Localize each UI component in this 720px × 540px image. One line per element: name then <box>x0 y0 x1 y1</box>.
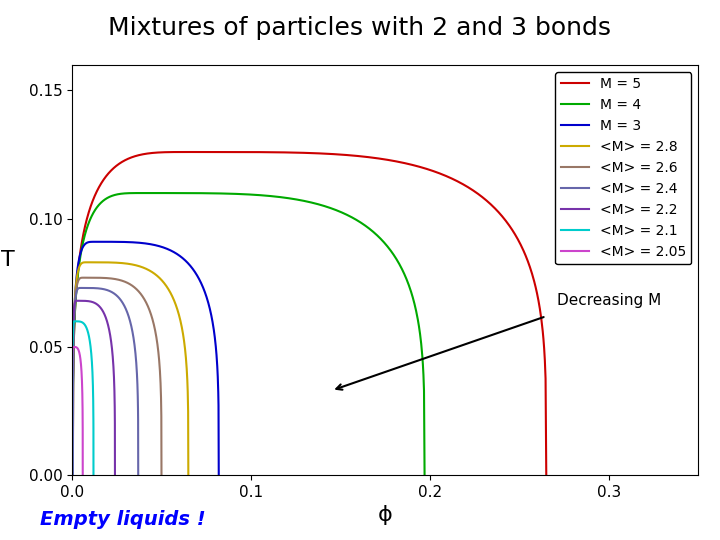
M = 4 <box>139 190 148 197</box>
<M> = 2.6 <box>71 298 79 305</box>
M = 4 <box>420 472 429 478</box>
Line: M = 4: M = 4 <box>73 193 425 475</box>
<M> = 2.6 <box>68 472 77 478</box>
M = 5 <box>93 187 102 194</box>
<M> = 2.6 <box>126 281 135 287</box>
<M> = 2.05 <box>68 472 76 478</box>
<M> = 2.1 <box>81 323 90 330</box>
Line: <M> = 2.8: <M> = 2.8 <box>73 262 189 475</box>
<M> = 2.6 <box>157 472 166 478</box>
<M> = 2.4 <box>70 307 78 314</box>
M = 3 <box>137 240 145 246</box>
<M> = 2.8 <box>184 472 193 478</box>
M = 3 <box>91 239 99 245</box>
<M> = 2.8 <box>68 472 77 478</box>
<M> = 2.05 <box>74 347 83 354</box>
<M> = 2.2 <box>68 472 77 478</box>
<M> = 2.2 <box>72 298 81 304</box>
<M> = 2.6 <box>109 275 117 282</box>
<M> = 2.4 <box>68 472 77 478</box>
<M> = 2.8 <box>143 266 152 273</box>
<M> = 2.1 <box>70 318 78 325</box>
M = 5 <box>399 160 408 166</box>
<M> = 2.1 <box>68 336 77 343</box>
<M> = 2.8 <box>120 260 129 267</box>
<M> = 2.05 <box>68 359 77 366</box>
<M> = 2.05 <box>69 343 78 350</box>
M = 5 <box>542 472 551 478</box>
M = 5 <box>68 472 77 478</box>
Y-axis label: T: T <box>1 250 14 270</box>
M = 4 <box>130 190 139 197</box>
<M> = 2.05 <box>78 472 87 478</box>
M = 3 <box>160 245 168 251</box>
<M> = 2.1 <box>70 318 78 325</box>
Line: <M> = 2.05: <M> = 2.05 <box>72 347 83 475</box>
M = 3 <box>164 246 173 253</box>
<M> = 2.2 <box>72 298 81 304</box>
M = 4 <box>307 199 315 206</box>
<M> = 2.1 <box>68 472 76 478</box>
<M> = 2.6 <box>79 274 88 281</box>
<M> = 2.1 <box>70 318 78 325</box>
M = 3 <box>86 239 95 245</box>
<M> = 2.2 <box>95 303 104 310</box>
M = 4 <box>125 190 134 197</box>
M = 5 <box>187 148 196 156</box>
<M> = 2.4 <box>75 285 84 291</box>
<M> = 2.2 <box>69 319 78 325</box>
<M> = 2.2 <box>87 299 96 305</box>
<M> = 2.05 <box>73 345 81 351</box>
<M> = 2.4 <box>109 289 117 296</box>
M = 3 <box>88 239 96 245</box>
<M> = 2.8 <box>140 265 148 271</box>
<M> = 2.6 <box>78 274 86 281</box>
M = 5 <box>164 149 173 156</box>
<M> = 2.05 <box>69 344 78 350</box>
<M> = 2.6 <box>77 274 86 281</box>
Line: <M> = 2.1: <M> = 2.1 <box>72 321 94 475</box>
<M> = 2.4 <box>76 285 85 291</box>
M = 4 <box>244 191 253 198</box>
<M> = 2.2 <box>94 302 102 308</box>
<M> = 2.2 <box>111 472 120 478</box>
M = 4 <box>83 224 91 230</box>
<M> = 2.4 <box>98 286 107 292</box>
<M> = 2.05 <box>68 344 77 350</box>
<M> = 2.6 <box>123 280 132 286</box>
M = 5 <box>386 157 395 164</box>
Legend: M = 5, M = 4, M = 3, <M> = 2.8, <M> = 2.6, <M> = 2.4, <M> = 2.2, <M> = 2.1, <M> : M = 5, M = 4, M = 3, <M> = 2.8, <M> = 2.… <box>555 72 691 265</box>
<M> = 2.1 <box>81 322 89 328</box>
Text: Empty liquids !: Empty liquids ! <box>40 510 205 529</box>
<M> = 2.4 <box>134 472 143 478</box>
Text: Mixtures of particles with 2 and 3 bonds: Mixtures of particles with 2 and 3 bonds <box>109 16 611 40</box>
<M> = 2.4 <box>76 285 84 291</box>
<M> = 2.8 <box>82 259 91 266</box>
Text: Decreasing M: Decreasing M <box>557 293 661 308</box>
Line: <M> = 2.4: <M> = 2.4 <box>73 288 138 475</box>
Line: <M> = 2.6: <M> = 2.6 <box>73 278 161 475</box>
M = 5 <box>320 150 328 157</box>
<M> = 2.1 <box>77 319 86 325</box>
<M> = 2.05 <box>75 348 84 354</box>
Line: <M> = 2.2: <M> = 2.2 <box>73 301 115 475</box>
M = 3 <box>215 472 223 478</box>
<M> = 2.8 <box>80 259 89 266</box>
M = 3 <box>68 472 77 478</box>
Line: M = 5: M = 5 <box>73 152 546 475</box>
<M> = 2.2 <box>73 298 81 304</box>
M = 5 <box>173 149 181 156</box>
M = 4 <box>297 197 305 204</box>
<M> = 2.4 <box>111 291 120 298</box>
<M> = 2.1 <box>89 472 98 478</box>
M = 4 <box>68 472 77 478</box>
M = 3 <box>73 267 81 273</box>
Line: M = 3: M = 3 <box>73 242 219 475</box>
X-axis label: ϕ: ϕ <box>378 505 392 525</box>
<M> = 2.8 <box>71 285 80 291</box>
<M> = 2.8 <box>81 259 89 266</box>
